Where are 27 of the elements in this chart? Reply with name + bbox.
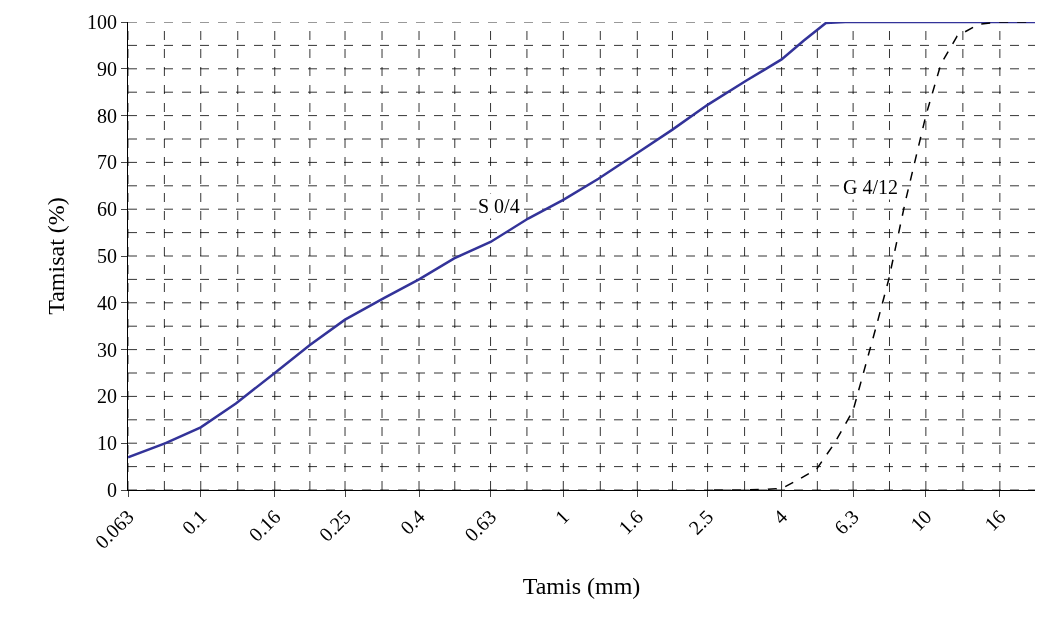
y-tick-label: 80: [97, 104, 117, 127]
y-tick-label: 70: [97, 151, 117, 174]
y-tick-label: 50: [97, 245, 117, 267]
y-tick-label: 100: [87, 11, 117, 33]
x-tick-label: 0.16: [244, 505, 285, 546]
x-tick-label: 2.5: [684, 505, 718, 539]
y-tick-label: 0: [107, 479, 117, 501]
x-tick-label: 0.1: [177, 505, 211, 539]
series-label: S 0/4: [478, 195, 520, 217]
x-axis-title: Tamis (mm): [522, 573, 641, 600]
x-tick-label: 4: [768, 505, 792, 528]
y-axis-title: Tamisat (%): [43, 197, 70, 315]
y-tick-label: 90: [97, 57, 117, 80]
y-tick-label: 30: [97, 338, 117, 361]
series-label: G 4/12: [843, 176, 898, 198]
x-tick-label: 6.3: [829, 505, 864, 539]
x-tick-label: 1: [550, 505, 574, 528]
x-tick-label: 0.25: [314, 505, 355, 546]
y-tick-label: 10: [97, 432, 117, 455]
x-tick-label: 1.6: [613, 505, 648, 539]
y-tick-label: 40: [97, 291, 117, 314]
x-tick-label: 0.4: [395, 505, 429, 539]
x-tick-label: 10: [906, 505, 936, 536]
y-tick-label: 60: [97, 198, 117, 221]
x-tick-label: 0.63: [460, 505, 501, 546]
x-tick-label: 16: [980, 505, 1010, 536]
y-tick-label: 20: [97, 385, 117, 408]
